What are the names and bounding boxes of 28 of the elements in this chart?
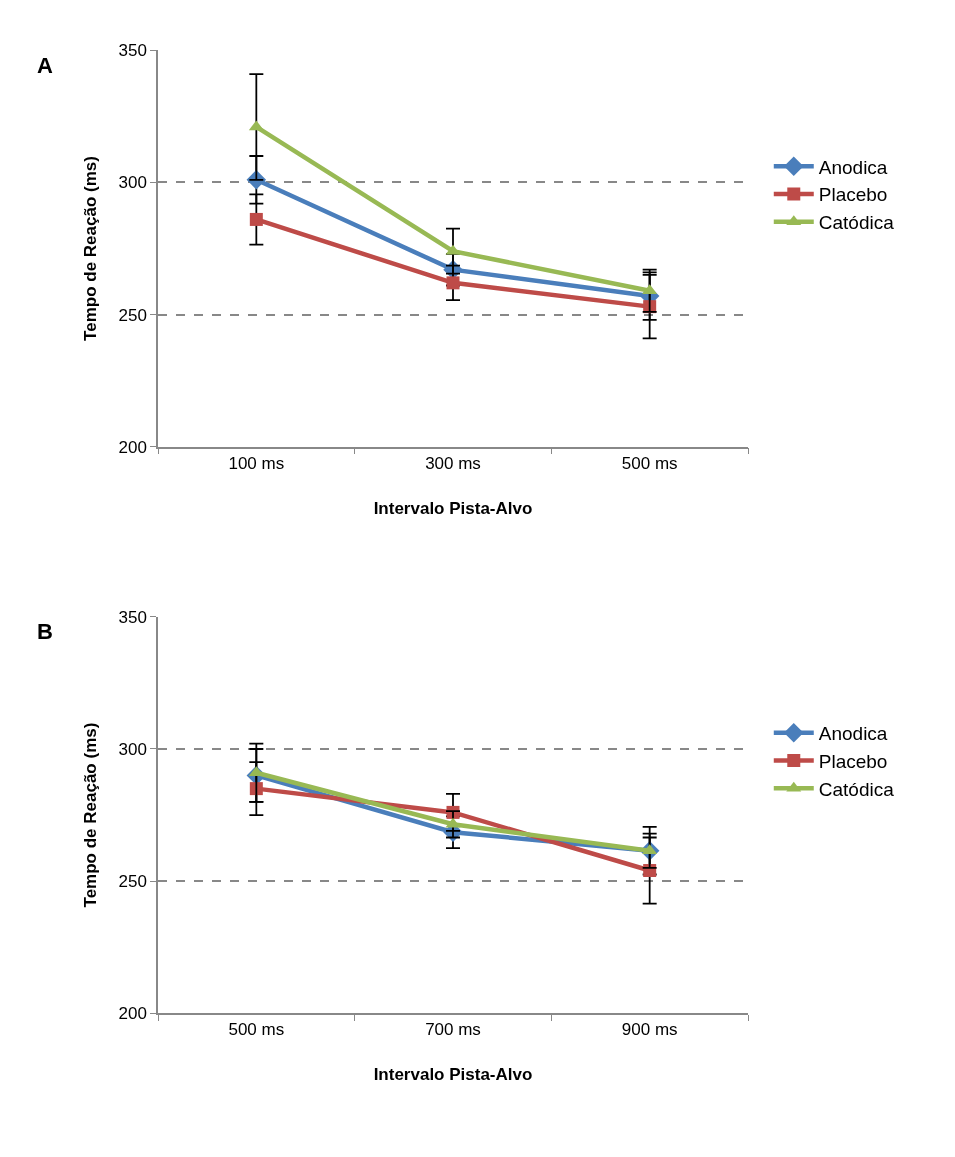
- y-axis-title: Tempo de Reação (ms): [80, 722, 100, 908]
- legend-label: Anodica: [818, 723, 888, 745]
- legend-label: Placebo: [818, 184, 888, 206]
- y-tick-label: 300: [118, 173, 147, 193]
- y-axis-title: Tempo de Reação (ms): [80, 156, 100, 341]
- y-tick-label: 300: [118, 739, 147, 759]
- legend-label: Catódica: [818, 212, 895, 234]
- point: [249, 212, 263, 226]
- y-tick-label: 200: [118, 1004, 147, 1024]
- x-tick-label: 500 ms: [228, 1020, 285, 1040]
- legend-label: Catódica: [818, 778, 895, 800]
- x-tick-label: 500 ms: [621, 453, 678, 473]
- y-tick-label: 200: [118, 437, 147, 457]
- legend-label: Anodica: [818, 156, 888, 178]
- y-tick-label: 250: [118, 872, 147, 892]
- chart-title: B: [37, 619, 53, 644]
- x-tick-label: 100 ms: [228, 453, 285, 473]
- y-tick-label: 350: [118, 41, 147, 61]
- x-axis-title: Intervalo Pista-Alvo: [373, 1065, 533, 1085]
- x-axis-title: Intervalo Pista-Alvo: [373, 498, 533, 518]
- x-tick-label: 900 ms: [621, 1020, 678, 1040]
- chart-title: A: [37, 53, 53, 78]
- legend-label: Placebo: [818, 750, 888, 772]
- x-tick-label: 700 ms: [425, 1020, 481, 1040]
- x-tick-label: 300 ms: [425, 453, 481, 473]
- y-tick-label: 350: [118, 607, 147, 627]
- y-tick-label: 250: [118, 305, 147, 325]
- point: [446, 276, 460, 290]
